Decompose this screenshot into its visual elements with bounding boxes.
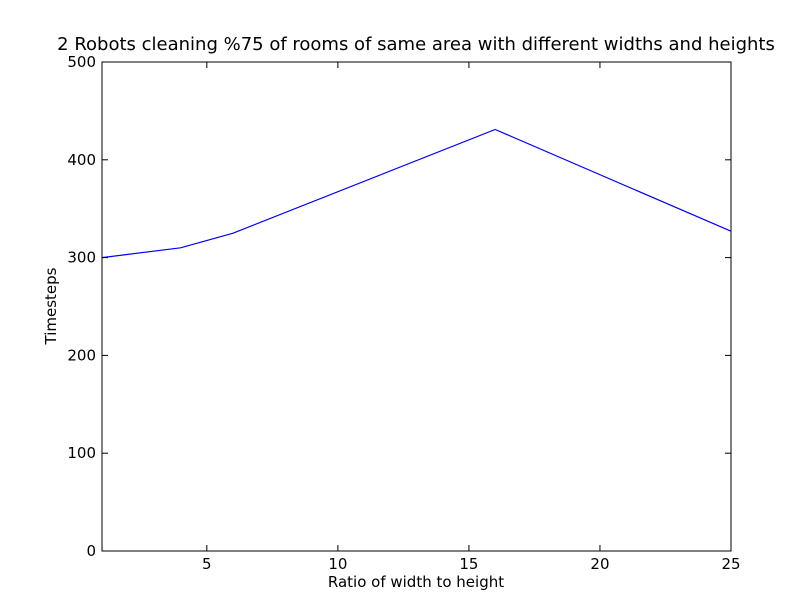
y-tick-label: 100 [67, 444, 96, 462]
y-tick-label: 400 [67, 151, 96, 169]
y-axis-ticks: 0 100 200 300 400 500 [67, 53, 731, 560]
plot-area [101, 61, 732, 552]
chart-title: 2 Robots cleaning %75 of rooms of same a… [57, 34, 775, 55]
y-tick-label: 500 [67, 53, 96, 71]
x-tick-label: 15 [459, 555, 478, 573]
x-tick-label: 20 [590, 555, 609, 573]
y-axis-label: Timesteps [42, 267, 60, 345]
y-tick-label: 0 [86, 542, 96, 560]
x-tick-label: 5 [202, 555, 212, 573]
series-layer [101, 128, 732, 259]
y-tick-label: 200 [67, 346, 96, 364]
x-tick-label: 10 [328, 555, 347, 573]
x-axis-label: Ratio of width to height [328, 573, 504, 591]
y-tick-label: 300 [67, 249, 96, 267]
series-line [101, 128, 732, 259]
x-axis-ticks: 5 10 15 20 25 [202, 62, 741, 573]
x-tick-label: 25 [721, 555, 740, 573]
